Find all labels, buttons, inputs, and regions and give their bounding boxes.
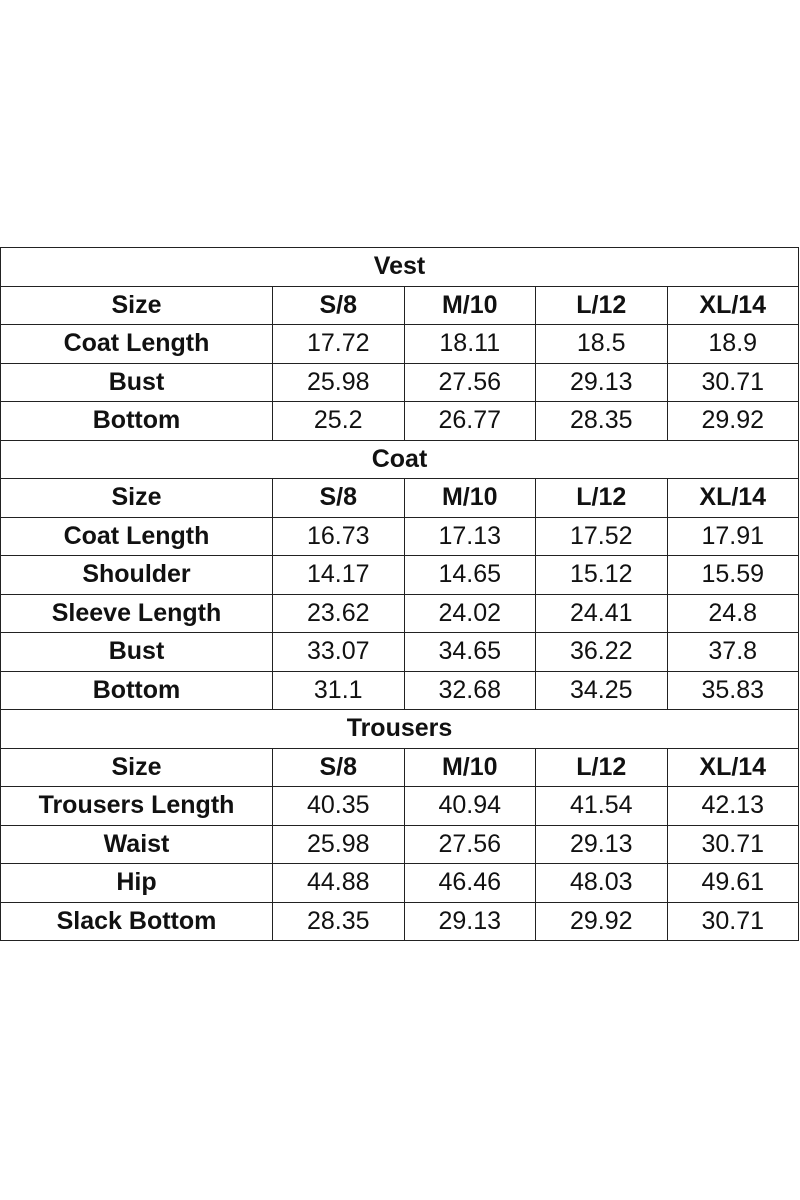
measure-value: 17.72 [272,324,405,364]
measure-row: Coat Length 17.72 18.11 18.5 18.9 [0,324,799,364]
header-cell: L/12 [535,478,668,518]
measure-value: 44.88 [272,863,405,903]
header-cell: L/12 [535,747,668,787]
header-cell: S/8 [272,747,405,787]
header-row: Size S/8 M/10 L/12 XL/14 [0,747,799,787]
measure-value: 36.22 [535,632,668,672]
measure-value: 18.11 [403,324,536,364]
measure-row: Bottom 25.2 26.77 28.35 29.92 [0,401,799,441]
measure-value: 26.77 [403,401,536,441]
measure-value: 25.98 [272,824,405,864]
measure-label: Hip [0,863,273,903]
measure-value: 28.35 [272,901,405,941]
measure-row: Bust 25.98 27.56 29.13 30.71 [0,362,799,402]
measure-label: Coat Length [0,324,273,364]
measure-row: Trousers Length 40.35 40.94 41.54 42.13 [0,786,799,826]
header-cell: XL/14 [666,478,799,518]
measure-value: 30.71 [666,824,799,864]
header-cell: S/8 [272,285,405,325]
measure-value: 14.65 [403,555,536,595]
measure-value: 27.56 [403,824,536,864]
measure-value: 48.03 [535,863,668,903]
measure-label: Bottom [0,401,273,441]
measure-value: 18.9 [666,324,799,364]
measure-value: 40.35 [272,786,405,826]
measure-value: 32.68 [403,670,536,710]
measure-label: Bust [0,362,273,402]
measure-value: 25.2 [272,401,405,441]
measure-value: 31.1 [272,670,405,710]
measure-value: 29.92 [666,401,799,441]
measure-value: 49.61 [666,863,799,903]
header-cell: XL/14 [666,285,799,325]
header-cell: S/8 [272,478,405,518]
measure-value: 17.91 [666,516,799,556]
header-row: Size S/8 M/10 L/12 XL/14 [0,285,799,325]
header-row: Size S/8 M/10 L/12 XL/14 [0,478,799,518]
measure-value: 17.13 [403,516,536,556]
measure-row: Sleeve Length 23.62 24.02 24.41 24.8 [0,593,799,633]
measure-value: 14.17 [272,555,405,595]
header-cell: Size [0,478,273,518]
measure-row: Shoulder 14.17 14.65 15.12 15.59 [0,555,799,595]
measure-row: Coat Length 16.73 17.13 17.52 17.91 [0,516,799,556]
header-cell: L/12 [535,285,668,325]
measure-value: 33.07 [272,632,405,672]
measure-value: 35.83 [666,670,799,710]
measure-value: 25.98 [272,362,405,402]
measure-value: 29.13 [403,901,536,941]
section-title-row: Trousers [0,709,799,749]
measure-value: 30.71 [666,362,799,402]
measure-label: Bottom [0,670,273,710]
measure-label: Sleeve Length [0,593,273,633]
section-title: Trousers [0,709,799,749]
measure-value: 18.5 [535,324,668,364]
header-cell: Size [0,285,273,325]
section-title-row: Vest [0,247,799,287]
measure-value: 34.65 [403,632,536,672]
measure-value: 16.73 [272,516,405,556]
measure-value: 34.25 [535,670,668,710]
measure-value: 42.13 [666,786,799,826]
measure-value: 29.92 [535,901,668,941]
measure-value: 27.56 [403,362,536,402]
measure-label: Coat Length [0,516,273,556]
header-cell: XL/14 [666,747,799,787]
measure-row: Bust 33.07 34.65 36.22 37.8 [0,632,799,672]
header-cell: Size [0,747,273,787]
measure-value: 37.8 [666,632,799,672]
measure-value: 23.62 [272,593,405,633]
measure-row: Waist 25.98 27.56 29.13 30.71 [0,824,799,864]
measure-value: 15.12 [535,555,668,595]
measure-label: Waist [0,824,273,864]
measure-label: Bust [0,632,273,672]
measure-value: 24.41 [535,593,668,633]
measure-value: 24.8 [666,593,799,633]
measure-value: 30.71 [666,901,799,941]
measure-value: 46.46 [403,863,536,903]
measure-value: 17.52 [535,516,668,556]
measure-value: 28.35 [535,401,668,441]
measure-value: 29.13 [535,824,668,864]
measure-value: 40.94 [403,786,536,826]
measure-label: Shoulder [0,555,273,595]
measure-value: 41.54 [535,786,668,826]
section-title: Coat [0,439,799,479]
measure-value: 24.02 [403,593,536,633]
measure-row: Slack Bottom 28.35 29.13 29.92 30.71 [0,901,799,941]
header-cell: M/10 [403,478,536,518]
header-cell: M/10 [403,747,536,787]
size-chart: Vest Size S/8 M/10 L/12 XL/14 Coat Length 17.72… [0,247,799,941]
measure-label: Slack Bottom [0,901,273,941]
section-title: Vest [0,247,799,287]
header-cell: M/10 [403,285,536,325]
measure-row: Hip 44.88 46.46 48.03 49.61 [0,863,799,903]
measure-value: 15.59 [666,555,799,595]
measure-value: 29.13 [535,362,668,402]
measure-row: Bottom 31.1 32.68 34.25 35.83 [0,670,799,710]
section-title-row: Coat [0,439,799,479]
measure-label: Trousers Length [0,786,273,826]
